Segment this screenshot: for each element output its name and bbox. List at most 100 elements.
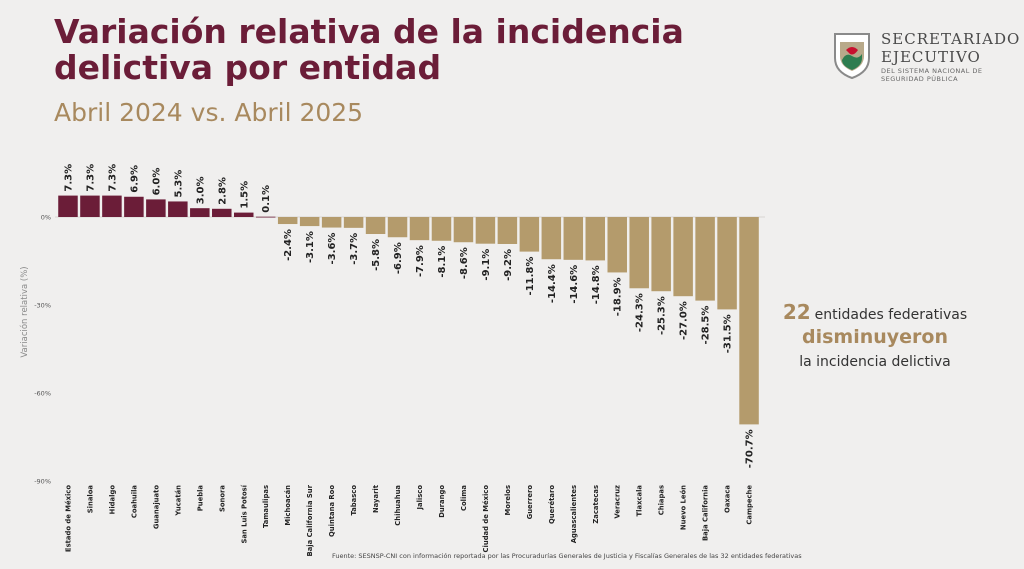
bar [409, 217, 430, 241]
bar [168, 201, 188, 217]
bar-value-label: -31.5% [723, 314, 734, 353]
category-label: Chiapas [658, 485, 666, 515]
bar [717, 217, 737, 310]
bar [146, 199, 166, 217]
bar [190, 208, 210, 217]
bar-value-label: -3.1% [305, 231, 316, 263]
category-label: Sinaloa [86, 485, 94, 514]
shield-icon [834, 33, 870, 80]
bar-value-label: -8.1% [437, 246, 448, 278]
logo-line-3: DEL SISTEMA NACIONAL DE SEGURIDAD PÚBLIC… [881, 67, 983, 83]
bar-value-label: 1.5% [239, 181, 250, 209]
bar-value-label: -6.9% [393, 242, 404, 274]
bar-value-label: -3.7% [349, 233, 360, 265]
category-label: Coahuila [130, 485, 138, 519]
category-label: Ciudad de México [482, 485, 490, 553]
bar [277, 217, 298, 225]
bar [651, 217, 671, 292]
bar-value-label: -2.4% [283, 229, 294, 261]
category-label: Veracruz [614, 485, 622, 519]
bar [497, 217, 518, 244]
category-label: Baja California [702, 485, 710, 541]
bar [739, 217, 759, 425]
callout-text-2: disminuyeron [801, 326, 948, 348]
bar-value-label: -11.8% [525, 257, 536, 296]
y-tick-label: 0% [41, 214, 51, 222]
source-footnote: Fuente: SESNSP-CNI con información repor… [332, 552, 802, 560]
bar [519, 217, 540, 252]
bar [585, 217, 606, 261]
category-label: Tlaxcala [636, 485, 644, 517]
category-label: Querétaro [548, 485, 556, 524]
bar-value-label: 5.3% [173, 170, 184, 198]
bar-value-label: -27.0% [679, 301, 690, 340]
bar [563, 217, 584, 260]
callout-text-1: entidades federativas [814, 307, 968, 323]
category-label: Oaxaca [724, 485, 732, 513]
bar [58, 195, 78, 217]
y-tick-label: -60% [34, 390, 51, 398]
bar [695, 217, 715, 301]
bar-value-label: -28.5% [701, 306, 712, 345]
category-label: Michoacán [284, 485, 292, 526]
bar [541, 217, 562, 260]
bar-value-label: -8.6% [459, 247, 470, 279]
bar-value-label: 0.1% [261, 185, 272, 213]
category-label: Guanajuato [152, 485, 160, 529]
y-axis-title: Variación relativa (%) [19, 266, 30, 357]
bar-value-label: 7.3% [85, 164, 96, 192]
summary-callout: 22 entidades federativas disminuyeron la … [770, 300, 980, 370]
bar-value-label: 6.9% [129, 165, 140, 193]
bar-value-label: 7.3% [63, 164, 74, 192]
bar-value-label: -70.7% [745, 429, 756, 468]
category-label: Morelos [504, 485, 512, 515]
chart-title: Variación relativa de la incidencia deli… [54, 12, 684, 87]
category-label: San Luis Potosí [240, 484, 248, 543]
bar-value-label: -3.6% [327, 233, 338, 265]
bar [102, 195, 122, 217]
callout-number: 22 [782, 300, 811, 324]
bar [365, 217, 386, 235]
category-label: Tabasco [350, 485, 358, 516]
bar [321, 217, 342, 228]
bar-value-label: -25.3% [657, 296, 668, 335]
category-label: Hidalgo [108, 485, 116, 515]
category-label: Puebla [196, 485, 204, 512]
y-tick-label: -30% [34, 302, 51, 310]
bar-value-label: 2.8% [217, 177, 228, 205]
callout-text-3: la incidencia delictiva [799, 354, 951, 370]
category-label: Colima [460, 485, 468, 511]
bar [255, 216, 276, 218]
bar-value-label: 3.0% [195, 176, 206, 204]
bar-value-label: -7.9% [415, 245, 426, 277]
bar [629, 217, 649, 289]
bar [453, 217, 474, 243]
bar [343, 217, 364, 228]
bar [387, 217, 408, 238]
category-label: Yucatán [174, 485, 182, 517]
bar [607, 217, 627, 273]
category-label: Nuevo León [680, 485, 688, 530]
bar [673, 217, 693, 297]
bar [475, 217, 496, 244]
category-label: Sonora [218, 485, 226, 512]
secretariado-logo: SECRETARIADO EJECUTIVO DEL SISTEMA NACIO… [832, 30, 1021, 85]
bar-value-label: -9.1% [481, 249, 492, 281]
bar-value-label: 6.0% [151, 168, 162, 196]
bar [212, 208, 232, 217]
bar-value-label: -14.6% [569, 265, 580, 304]
bar [431, 217, 452, 241]
bar [124, 196, 144, 217]
bar-value-label: 7.3% [107, 164, 118, 192]
bar-value-label: -18.9% [613, 277, 624, 316]
logo-line-1: SECRETARIADO [881, 30, 1021, 48]
bar-value-label: -24.3% [635, 293, 646, 332]
bar [234, 212, 254, 217]
category-label: Zacatecas [592, 485, 600, 524]
category-label: Aguascalientes [570, 485, 578, 543]
category-label: Chihuahua [394, 485, 402, 526]
chart-subtitle: Abril 2024 vs. Abril 2025 [54, 98, 364, 127]
category-label: Durango [438, 485, 446, 518]
category-label: Jalisco [416, 485, 424, 511]
